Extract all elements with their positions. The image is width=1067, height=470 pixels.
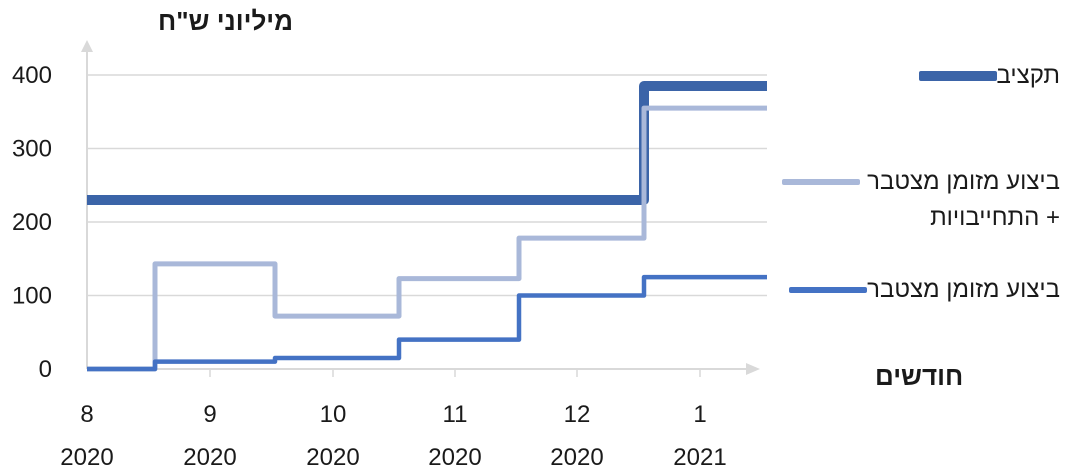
x-tick-label-year-5: 2021	[673, 444, 726, 470]
x-axis-title: חודשים	[875, 361, 963, 391]
legend-2: ביצוע מזומן מצטבר + התחייבויות	[770, 164, 1060, 236]
y-tick-label-0: 0	[39, 356, 52, 383]
y-tick-label-100: 100	[12, 283, 52, 310]
y-tick-label-300: 300	[12, 136, 52, 163]
legend-item-cash: ביצוע מזומן מצטבר	[770, 272, 1060, 308]
x-tick-label-year-0: 2020	[60, 444, 113, 470]
x-tick-label-month-11: 11	[443, 401, 468, 428]
x-tick-label-year-3: 2020	[428, 444, 481, 470]
gridlines	[87, 74, 767, 297]
legend-3: ביצוע מזומן מצטבר	[770, 272, 1060, 308]
x-tick-label-month-12: 12	[564, 401, 591, 428]
legend-swatch-budget	[918, 71, 997, 81]
x-tick-label-month-1: 1	[693, 401, 706, 428]
x-tick-label-month-8: 8	[80, 401, 93, 428]
legend: תקציב	[770, 58, 1060, 94]
series-lines	[87, 81, 767, 372]
legend-label-cash-commitments: ביצוע מזומן מצטבר + התחייבויות	[867, 168, 1060, 231]
legend-label-budget: תקציב	[996, 62, 1060, 89]
tick-labels: 0 100 200 300 400 8 2020 9 2020 10 2020 11 2020 12 202…	[12, 62, 727, 470]
x-tick-label-year-2: 2020	[306, 444, 359, 470]
x-axis-arrow	[746, 363, 760, 375]
legend-item-budget: תקציב	[770, 58, 1060, 94]
x-tick-label-month-9: 9	[203, 401, 216, 428]
legend-swatch-cash	[789, 287, 868, 293]
y-axis-title: מיליוני ש"ח	[158, 6, 293, 36]
legend-label-cash: ביצוע מזומן מצטבר	[867, 276, 1060, 303]
y-tick-label-400: 400	[12, 62, 52, 89]
x-tick-label-year-4: 2020	[550, 444, 603, 470]
x-tick-label-year-1: 2020	[183, 444, 236, 470]
series-line-0	[87, 81, 767, 205]
legend-item-cash-commitments: ביצוע מזומן מצטבר + התחייבויות	[770, 164, 1060, 236]
series-line-1	[87, 105, 767, 372]
x-tick-label-month-10: 10	[320, 401, 347, 428]
y-tick-label-200: 200	[12, 209, 52, 236]
y-axis-arrow	[81, 40, 93, 52]
series-line-2	[87, 274, 767, 372]
axes	[81, 40, 760, 377]
legend-swatch-cash-commitments	[782, 179, 860, 185]
